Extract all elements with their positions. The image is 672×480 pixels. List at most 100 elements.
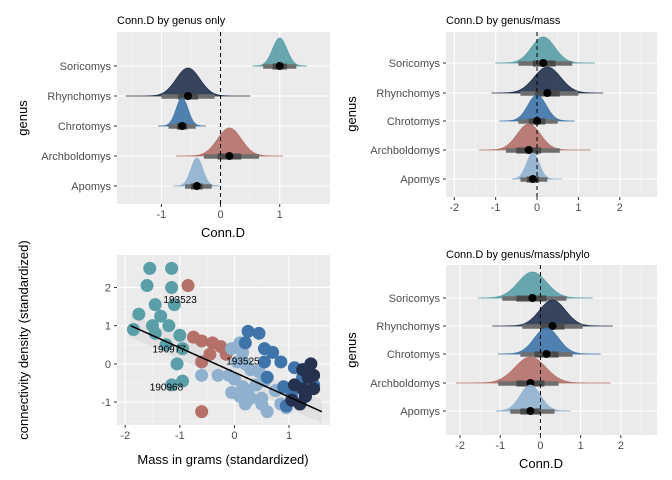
y-tick-label-chrotomys: Chrotomys <box>58 121 112 133</box>
y-tick-label-apomys: Apomys <box>400 406 440 418</box>
panel-3-x-title: Mass in grams (standardized) <box>137 452 308 467</box>
panel-2-axes: -2 -1 0 1 2 Soricomys Rhynchomys Chrotomys Archb… <box>370 58 623 214</box>
panel-4-marks <box>456 265 613 435</box>
density-soricomys <box>477 271 593 299</box>
data-point <box>266 345 280 359</box>
ridge-rhynchomys <box>491 66 604 97</box>
point-estimate <box>528 175 537 183</box>
ridge-archboldomys <box>456 356 611 387</box>
panel-4-x-title: Conn.D <box>519 456 563 471</box>
ridge-apomys <box>172 157 222 190</box>
data-point <box>181 279 195 293</box>
data-point <box>162 319 176 333</box>
data-point <box>173 328 187 342</box>
y-tick-label-rhynchomys: Rhynchomys <box>47 91 111 103</box>
y-tick-label: 1 <box>105 321 111 333</box>
point-estimate <box>184 92 192 100</box>
point-estimate <box>192 182 201 190</box>
data-point <box>307 382 321 396</box>
density-soricomys <box>495 36 595 64</box>
y-tick-label: 0 <box>105 359 111 371</box>
data-point <box>195 334 209 348</box>
panel-1-x-title: Conn.D <box>201 225 245 240</box>
point-label: 190968 <box>150 383 184 394</box>
data-point <box>257 355 271 369</box>
panel-3-axes: -2 -1 0 1 -1 0 1 2 <box>101 282 292 442</box>
y-tick-label-rhynchomys: Rhynchomys <box>376 88 440 100</box>
point-label: 193525 <box>226 357 260 368</box>
point-estimate <box>526 379 535 387</box>
x-tick-label: 1 <box>575 202 581 214</box>
y-tick-label-soricomys: Soricomys <box>389 58 441 70</box>
series-2 <box>195 336 293 419</box>
y-tick-label-archboldomys: Archboldomys <box>370 378 440 390</box>
data-point <box>241 324 255 338</box>
point-label: 190977 <box>153 344 187 355</box>
x-tick-label: 2 <box>617 202 623 214</box>
panel-2-title: Conn.D by genus/mass <box>446 15 561 27</box>
x-tick-label: 0 <box>231 430 237 442</box>
panel-2-y-title: genus <box>344 96 359 132</box>
point-label: 193523 <box>163 295 197 306</box>
data-point <box>148 298 162 312</box>
density-archboldomys <box>479 123 591 151</box>
x-tick-label: -2 <box>449 202 459 214</box>
data-point <box>195 405 209 419</box>
y-tick-label-rhynchomys: Rhynchomys <box>376 321 440 333</box>
data-point <box>203 347 217 361</box>
panel-3-y-title: connectivity density (standardized) <box>16 240 31 439</box>
point-estimate <box>275 62 284 70</box>
data-point <box>159 338 173 352</box>
density-apomys <box>172 157 222 187</box>
y-tick-label: 2 <box>105 282 111 294</box>
y-tick-label-archboldomys: Archboldomys <box>370 145 440 157</box>
point-estimate <box>543 89 552 97</box>
y-tick-label-soricomys: Soricomys <box>389 293 441 305</box>
x-tick-label: -2 <box>120 430 130 442</box>
point-estimate <box>548 322 557 330</box>
panel-1-marks <box>125 32 307 204</box>
point-estimate <box>542 350 551 358</box>
data-point <box>165 280 179 294</box>
x-tick-label: 0 <box>537 440 543 452</box>
point-estimate <box>225 152 234 160</box>
density-rhynchomys <box>491 66 604 94</box>
point-estimate <box>528 294 537 302</box>
panel-genus-mass: Conn.D by genus/mass -2 -1 0 1 2 Soricomys Rhy… <box>344 15 657 214</box>
x-tick-label: 1 <box>286 430 292 442</box>
ridge-soricomys <box>477 271 593 302</box>
panel-4-axes: -2 -1 0 1 2 Soricomys Rhynchomys Chrotomys Archb… <box>370 293 624 452</box>
data-point <box>132 307 146 321</box>
ridge-rhynchomys <box>125 67 251 100</box>
y-tick-label-apomys: Apomys <box>71 181 111 193</box>
x-tick-label: -2 <box>455 440 465 452</box>
ridge-soricomys <box>495 36 595 67</box>
density-apomys <box>495 384 571 412</box>
point-estimate <box>526 407 535 415</box>
data-point <box>165 261 179 275</box>
data-point <box>165 378 179 392</box>
ridge-archboldomys <box>479 123 591 154</box>
data-point <box>238 397 252 411</box>
panel-1-background <box>117 32 330 204</box>
data-point <box>176 374 190 388</box>
ridge-archboldomys <box>176 127 283 160</box>
x-tick-label: -1 <box>495 440 505 452</box>
ridge-chrotomys <box>157 97 207 130</box>
ridge-apomys <box>495 384 571 415</box>
density-archboldomys <box>456 356 611 384</box>
panel-4-title: Conn.D by genus/mass/phylo <box>446 249 590 261</box>
data-point <box>227 372 241 386</box>
data-point <box>154 309 168 323</box>
x-tick-label: 2 <box>618 440 624 452</box>
ridge-soricomys <box>252 37 307 70</box>
density-chrotomys <box>497 327 601 355</box>
panel-scatter: 193523 190977 193525 190968 -2 -1 0 1 -1 0 1 2 Mas… <box>16 240 330 467</box>
data-point <box>211 368 225 382</box>
point-estimate <box>539 59 548 67</box>
point-estimate <box>524 146 533 154</box>
data-point <box>140 279 154 293</box>
x-tick-label: 0 <box>217 209 223 221</box>
density-chrotomys <box>157 97 207 127</box>
y-tick-label-apomys: Apomys <box>400 174 440 186</box>
